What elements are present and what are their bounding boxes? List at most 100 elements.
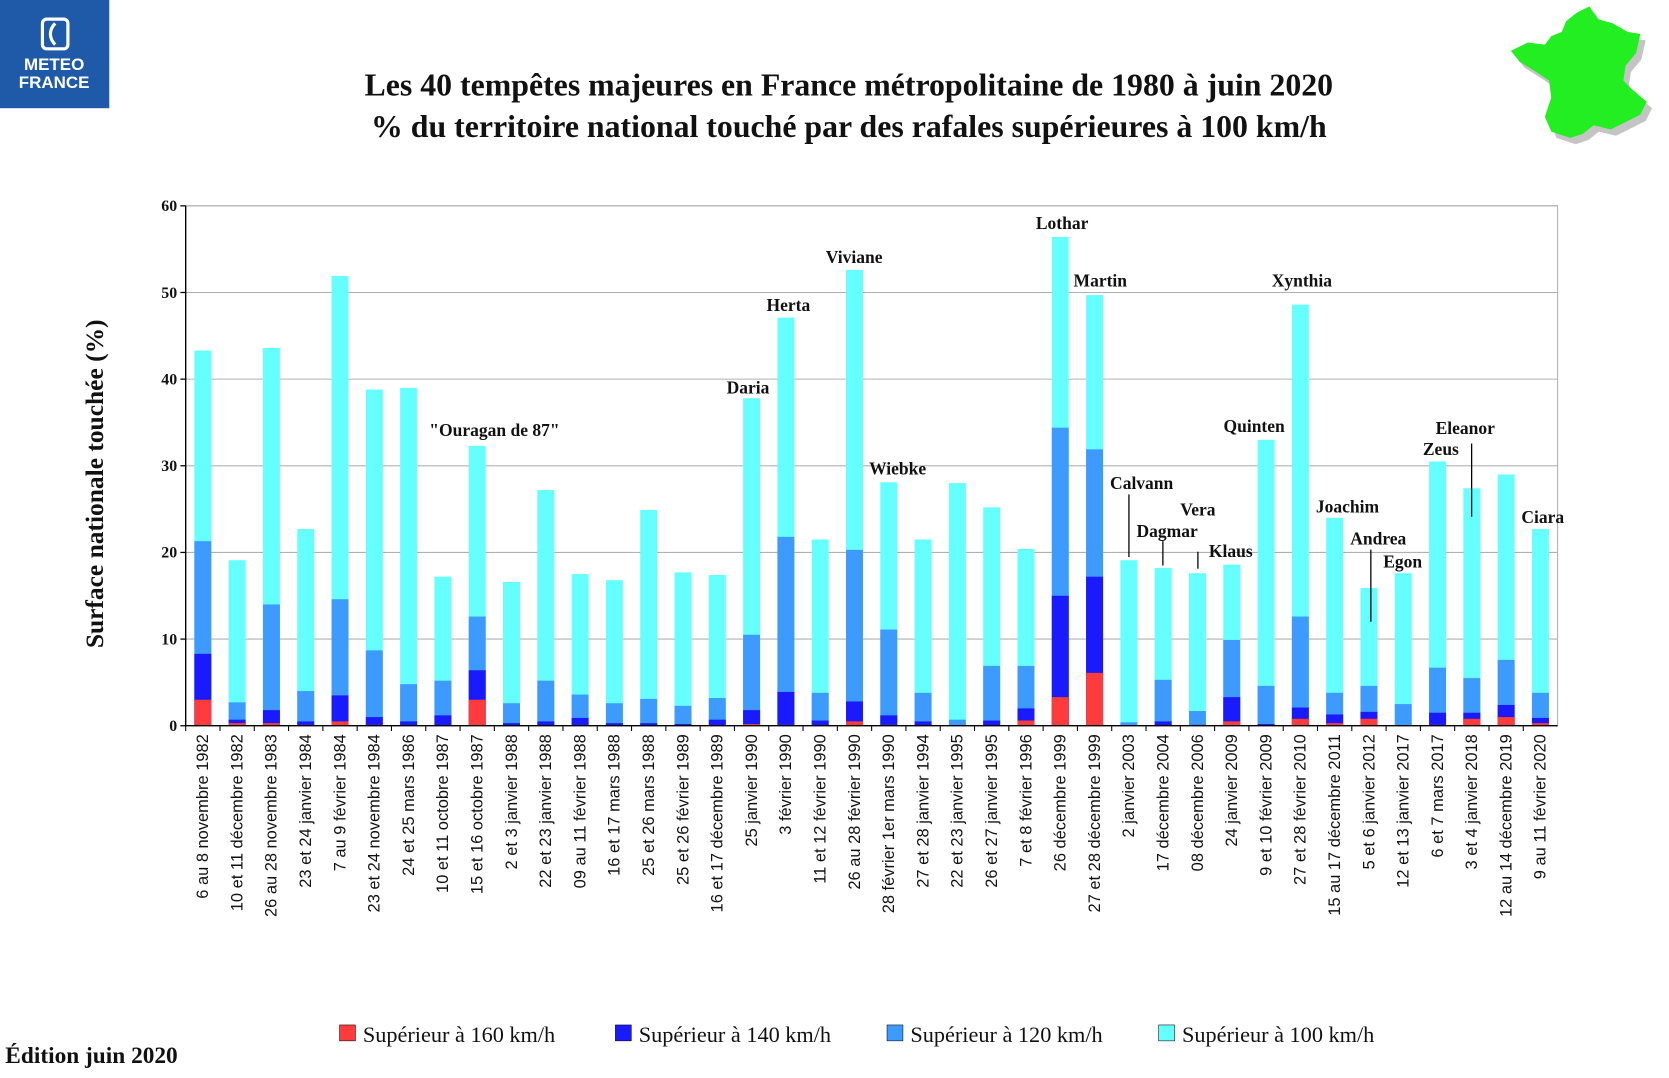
bar-s140 xyxy=(880,715,898,726)
bar-s160 xyxy=(1017,720,1035,726)
storm-name-label: Herta xyxy=(766,295,810,315)
category-label: 2 janvier 2003 xyxy=(1120,734,1138,837)
y-tick-label: 10 xyxy=(161,631,177,648)
y-axis-label: Surface nationale touchée (%) xyxy=(80,319,109,648)
bar-s100 xyxy=(537,490,555,726)
bar-s120 xyxy=(777,536,795,726)
bar-s120 xyxy=(1188,711,1206,726)
bar-s100 xyxy=(674,572,692,726)
bar-s140 xyxy=(297,721,315,726)
bar-s160 xyxy=(1326,723,1344,726)
bar-s140 xyxy=(674,724,692,726)
bar-s120 xyxy=(1291,616,1309,726)
bar-s140 xyxy=(605,723,623,726)
bar-s120 xyxy=(297,691,315,726)
legend-swatch-s160 xyxy=(339,1024,356,1042)
bar-s100 xyxy=(297,529,315,726)
bar-s140 xyxy=(914,721,932,726)
bar-s100 xyxy=(228,560,246,726)
storm-annotations: "Ouragan de 87" Daria Herta Viviane Wiebke Lo… xyxy=(429,213,1564,622)
bar-s140 xyxy=(845,701,863,726)
category-label: 3 et 4 janvier 2018 xyxy=(1463,734,1481,869)
bar-s140 xyxy=(743,710,761,726)
category-label: 7 au 9 février 1984 xyxy=(331,734,349,871)
bar-s120 xyxy=(400,684,418,726)
category-label: 10 et 11 octobre 1987 xyxy=(434,734,452,893)
bar-s140 xyxy=(811,720,829,726)
bar-s100 xyxy=(948,483,966,726)
category-label: 10 et 11 décembre 1982 xyxy=(228,734,246,911)
bar-s160 xyxy=(1086,672,1104,726)
bar-s140 xyxy=(228,719,246,726)
category-label: 26 au 28 février 1990 xyxy=(846,734,864,889)
bar-s100 xyxy=(640,509,658,726)
bar-s100 xyxy=(605,580,623,726)
y-tick-label: 30 xyxy=(161,458,177,475)
bar-s100 xyxy=(1463,488,1481,726)
bar-s160 xyxy=(262,723,280,726)
category-label: 25 janvier 1990 xyxy=(743,734,761,846)
y-tick-label: 50 xyxy=(161,285,177,302)
bar-s120 xyxy=(1257,685,1275,726)
bar-s120 xyxy=(605,703,623,726)
meteo-france-logo: METEO FRANCE xyxy=(0,0,110,109)
bar-s120 xyxy=(845,549,863,726)
logo-text-france: FRANCE xyxy=(19,73,90,92)
category-label: 15 au 17 décembre 2011 xyxy=(1326,734,1344,916)
bar-s120 xyxy=(743,634,761,726)
bar-s140 xyxy=(1257,724,1275,726)
y-tick-label: 60 xyxy=(161,198,177,215)
legend: Supérieur à 160 km/h Supérieur à 140 km/h… xyxy=(339,1022,1374,1047)
category-label: 23 et 24 novembre 1984 xyxy=(366,734,384,912)
storm-name-label: Martin xyxy=(1074,270,1128,290)
bar-s140 xyxy=(262,710,280,726)
bar-s140 xyxy=(503,723,520,726)
category-label: 16 et 17 mars 1988 xyxy=(606,734,624,876)
bar-s160 xyxy=(845,721,863,726)
bar-s160 xyxy=(194,699,212,726)
bar-s160 xyxy=(1497,717,1515,726)
category-label: 26 décembre 1999 xyxy=(1052,734,1070,871)
category-label: 25 et 26 mars 1988 xyxy=(640,734,658,876)
bar-s120 xyxy=(983,665,1001,726)
bar-s100 xyxy=(503,581,520,726)
storm-name-label: Calvann xyxy=(1110,473,1173,493)
category-label: 27 et 28 janvier 1994 xyxy=(914,734,932,888)
bar-s160 xyxy=(1360,718,1378,726)
category-label: 23 et 24 janvier 1984 xyxy=(297,734,315,888)
legend-swatch-s100 xyxy=(1158,1024,1175,1042)
bar-s100 xyxy=(1188,573,1206,726)
chart-subtitle: % du territoire national touché par des … xyxy=(371,109,1327,144)
storm-name-label: Wiebke xyxy=(869,458,926,478)
bar-s120 xyxy=(262,604,280,726)
category-label: 16 et 17 décembre 1989 xyxy=(709,734,727,912)
category-label: 24 et 25 mars 1986 xyxy=(400,734,418,876)
bar-s160 xyxy=(468,699,486,726)
bar-s120 xyxy=(880,629,898,726)
bar-s140 xyxy=(365,717,383,726)
bar-s140 xyxy=(537,721,555,726)
bar-s160 xyxy=(1531,723,1549,726)
chart-title: Les 40 tempêtes majeures en France métro… xyxy=(365,67,1334,102)
bar-s160 xyxy=(1463,718,1481,726)
storm-name-label: Lothar xyxy=(1036,213,1089,233)
storm-name-label: Eleanor xyxy=(1436,418,1496,438)
bar-s140 xyxy=(1429,712,1447,726)
bar-s100 xyxy=(1429,461,1447,726)
bar-s140 xyxy=(640,723,658,726)
bar-s120 xyxy=(331,599,349,726)
category-label: 7 et 8 février 1996 xyxy=(1017,734,1035,867)
bar-s160 xyxy=(1051,697,1069,726)
storm-name-label: Daria xyxy=(727,378,770,398)
category-label: 09 au 11 février 1988 xyxy=(571,734,589,888)
bar-s160 xyxy=(743,724,761,726)
category-label: 12 et 13 janvier 2017 xyxy=(1395,734,1413,888)
category-label: 5 et 6 janvier 2012 xyxy=(1360,734,1378,869)
bar-s140 xyxy=(983,720,1001,726)
bar-s120 xyxy=(640,698,658,726)
category-label: 11 et 12 février 1990 xyxy=(811,734,829,884)
france-map-icon xyxy=(1510,6,1653,145)
bar-s120 xyxy=(674,705,692,726)
logo-text-meteo: METEO xyxy=(24,55,84,74)
